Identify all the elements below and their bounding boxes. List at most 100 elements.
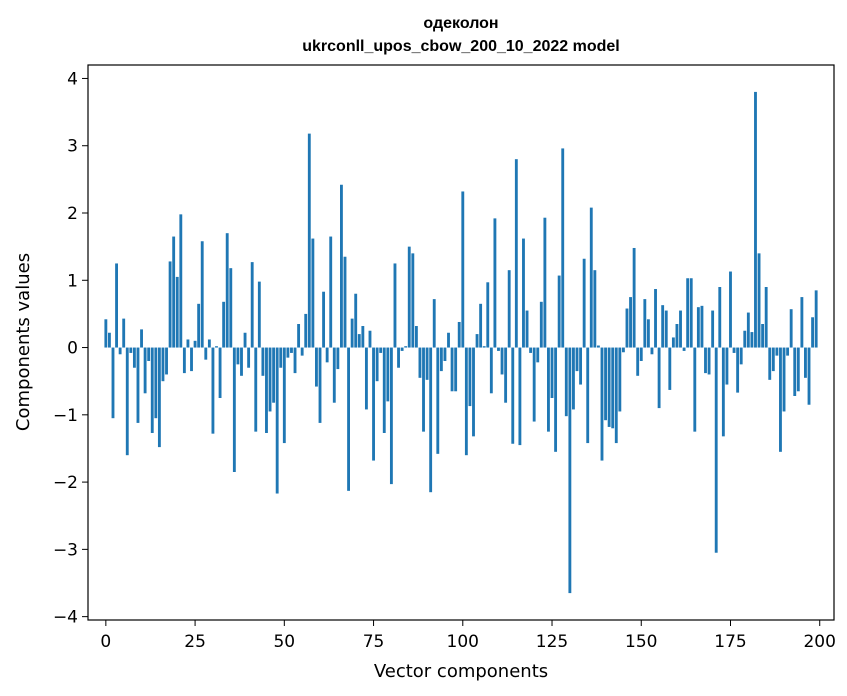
bar (489, 347, 493, 394)
bar (461, 191, 465, 348)
bar (132, 347, 136, 368)
bar (479, 303, 483, 348)
bar (575, 347, 579, 372)
bar (411, 253, 415, 348)
bar (614, 347, 618, 444)
bar (182, 347, 186, 374)
x-axis-ticks: 0 25 50 75 100 125 150 175 200 (100, 620, 836, 652)
bar (764, 287, 768, 348)
bar (290, 347, 293, 353)
bar (247, 347, 251, 368)
bar (332, 347, 336, 403)
bar (729, 271, 732, 348)
bar (625, 308, 629, 348)
bar (564, 347, 568, 417)
bar (718, 287, 722, 348)
bar (593, 270, 597, 348)
bar (115, 263, 118, 348)
bar (257, 281, 261, 348)
y-axis-label: Components values (13, 253, 34, 431)
bar (739, 347, 743, 365)
bar (561, 148, 565, 348)
y-tick-label: 3 (67, 137, 78, 157)
bar (721, 347, 725, 437)
bar (604, 347, 607, 421)
bar (657, 347, 661, 409)
bar (354, 293, 358, 348)
bar (439, 347, 443, 372)
bar (554, 347, 558, 452)
bar (589, 207, 593, 348)
bar (736, 347, 740, 393)
bar (632, 247, 636, 348)
bar (154, 347, 158, 419)
bar (157, 347, 161, 448)
bar (689, 278, 693, 348)
bar (768, 347, 772, 380)
bar (161, 347, 165, 382)
bar (636, 347, 640, 376)
bar (111, 347, 115, 419)
bar (804, 347, 807, 378)
bar (193, 340, 197, 348)
bar (486, 282, 490, 348)
bar (568, 347, 572, 594)
bar (397, 347, 400, 368)
bar (186, 339, 190, 348)
bar (357, 334, 361, 348)
bar (122, 318, 126, 348)
bar (779, 347, 782, 452)
bar (547, 347, 550, 432)
bar (232, 347, 236, 472)
plot-area-frame (87, 64, 835, 621)
bar (379, 347, 383, 353)
bar (361, 326, 365, 348)
bar (807, 347, 811, 405)
bar (761, 324, 765, 348)
bar (172, 236, 176, 348)
bar (704, 347, 707, 374)
bar (757, 253, 761, 348)
bar (600, 347, 604, 461)
bar (422, 347, 425, 432)
bar (275, 347, 279, 494)
bar (500, 347, 504, 375)
bar (250, 262, 254, 348)
bar (140, 329, 143, 348)
y-tick-label: −4 (53, 608, 78, 628)
bar (514, 159, 518, 348)
bar (482, 346, 486, 348)
bar (646, 319, 650, 348)
bar (211, 347, 215, 434)
bar (796, 347, 800, 392)
bar (536, 347, 540, 363)
bar (254, 347, 258, 432)
bar (700, 305, 704, 348)
bar (129, 347, 133, 353)
bar (125, 347, 129, 456)
bar (347, 347, 350, 491)
bar (165, 347, 168, 375)
bar (475, 334, 479, 348)
bar (707, 347, 711, 375)
bar (243, 332, 247, 348)
bar (582, 258, 586, 348)
bar (261, 347, 265, 376)
bar (629, 297, 632, 348)
bar (522, 238, 525, 348)
bar (661, 305, 665, 348)
bar (586, 347, 590, 444)
bar (207, 339, 211, 348)
bar (404, 346, 408, 348)
bar (104, 319, 108, 348)
bar (725, 347, 729, 385)
bar (168, 261, 172, 348)
bar (222, 301, 226, 348)
bar (200, 241, 204, 348)
bar (664, 310, 668, 348)
bar (550, 347, 554, 398)
bar (236, 347, 240, 365)
bar (118, 347, 122, 355)
bar (382, 347, 386, 433)
bar (693, 347, 697, 432)
